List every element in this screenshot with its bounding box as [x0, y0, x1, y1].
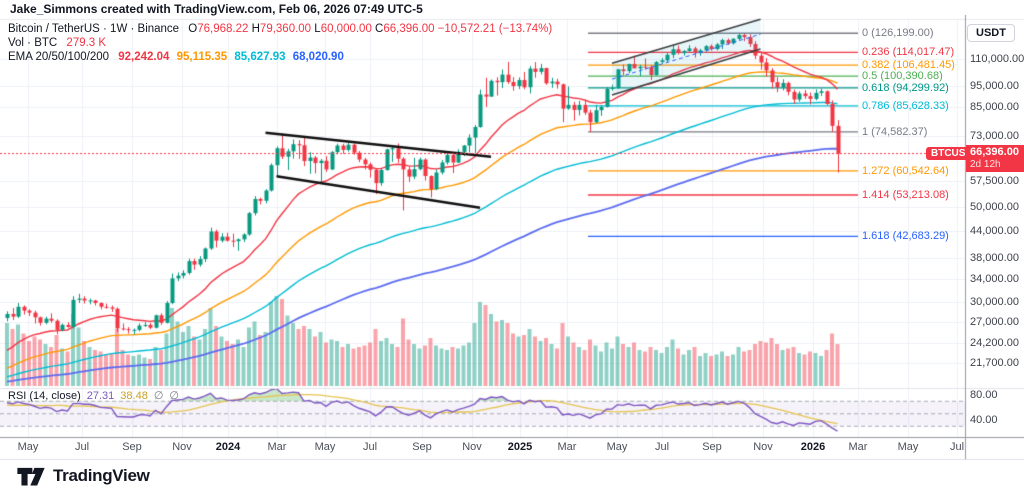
- fib-level-label: 0.5 (100,390.68): [862, 70, 943, 83]
- rsi-empty-slot: ∅: [153, 390, 164, 402]
- time-tick-label: May: [897, 441, 919, 453]
- price-tick-label: 57,500.00: [970, 174, 1019, 187]
- ohlc-key: H: [251, 23, 260, 35]
- time-tick-label: Mar: [267, 441, 287, 453]
- attribution-note: Jake_Simmons created with TradingView.co…: [10, 2, 423, 16]
- time-tick-label: 2025: [507, 441, 533, 453]
- ohlc-value: 66,396.00: [383, 23, 438, 35]
- fib-level-label: 0.786 (85,628.33): [862, 99, 949, 112]
- price-tick-label: 27,000.00: [970, 316, 1019, 329]
- time-tick-label: 2026: [800, 441, 826, 453]
- time-tick-label: May: [314, 441, 336, 453]
- time-tick-label: Jul: [362, 441, 378, 453]
- tradingview-logo-text: TradingView: [53, 466, 150, 485]
- time-tick-label: Nov: [172, 441, 192, 453]
- price-tick-label: 44,000.00: [970, 224, 1019, 237]
- rsi-tick-label: 80.00: [970, 389, 998, 401]
- rsi-tick-label: 40.00: [970, 414, 998, 426]
- fib-level-label: 0 (126,199.00): [862, 27, 934, 40]
- ema-legend-row[interactable]: EMA 20/50/100/200 92,242.04 95,115.35 85…: [8, 51, 552, 64]
- fib-level-label: 0.382 (106,481.45): [862, 59, 955, 72]
- rsi-empty-slot: ∅: [169, 390, 179, 402]
- volume-legend-row[interactable]: Vol · BTC 279.3 K: [8, 37, 552, 50]
- rsi-value: 27.31: [86, 390, 115, 402]
- time-tick-label: Mar: [848, 441, 868, 453]
- chart-legend: Bitcoin / TetherUS · 1W · Binance O76,96…: [8, 23, 552, 65]
- time-tick-label: May: [17, 441, 39, 453]
- last-price-value: 66,396.00: [970, 146, 1019, 158]
- price-tick-label: 95,000.00: [970, 80, 1019, 93]
- fib-level-label: 0.618 (94,299.92): [862, 81, 949, 94]
- time-tick-label: Jul: [74, 441, 90, 453]
- time-tick-label: Jul: [654, 441, 670, 453]
- volume-label: Vol · BTC: [8, 37, 58, 49]
- time-tick-label: Sep: [702, 441, 722, 453]
- time-tick-label: Nov: [462, 441, 482, 453]
- ohlc-key: O: [188, 23, 198, 35]
- fib-level-label: 1.272 (60,542.64): [862, 164, 949, 177]
- price-tick-label: 85,000.00: [970, 101, 1019, 114]
- ema-label: EMA 20/50/100/200: [8, 51, 110, 63]
- time-tick-label: Sep: [412, 441, 432, 453]
- price-tick-label: 21,700.00: [970, 357, 1019, 370]
- time-tick-label: Nov: [753, 441, 773, 453]
- bar-countdown: 2d 12h: [970, 159, 1001, 170]
- ohlc-values: O76,968.22 H79,360.00 L60,000.00 C66,396…: [188, 23, 437, 35]
- price-chart-canvas[interactable]: [0, 15, 1024, 460]
- ohlc-value: 60,000.00: [320, 23, 376, 35]
- currency-usdt-chip[interactable]: USDT: [967, 24, 1015, 42]
- ohlc-value: 79,360.00: [259, 23, 315, 35]
- footer-bar: TradingView: [0, 460, 1024, 499]
- ema-values: 92,242.04 95,115.35 85,627.93 68,020.90: [118, 51, 348, 63]
- rsi-legend-row[interactable]: RSI (14, close) 27.31 38.48 ∅ ∅: [8, 389, 179, 402]
- price-tick-label: 30,000.00: [970, 296, 1019, 309]
- ema-value: 68,020.90: [292, 51, 344, 63]
- tradingview-logo-icon: [17, 467, 45, 486]
- price-tick-label: 38,000.00: [970, 252, 1019, 265]
- rsi-ma-value: 38.48: [120, 390, 148, 402]
- time-tick-label: Mar: [557, 441, 577, 453]
- ohlc-key: C: [375, 23, 384, 35]
- time-tick-label: Jul: [949, 441, 965, 453]
- price-tick-label: 24,200.00: [970, 336, 1019, 349]
- last-price-tag: 66,396.00 2d 12h: [966, 145, 1024, 172]
- price-tick-label: 73,000.00: [970, 129, 1019, 142]
- ema-value: 92,242.04: [118, 51, 173, 63]
- fib-level-label: 1.618 (42,683.29): [862, 230, 949, 243]
- time-tick-label: Sep: [122, 441, 142, 453]
- ohlc-value: 76,968.22: [197, 23, 252, 35]
- fib-level-label: 1.414 (53,213.08): [862, 189, 949, 201]
- time-tick-label: May: [606, 441, 628, 453]
- symbol-title: Bitcoin / TetherUS · 1W · Binance: [8, 23, 180, 35]
- rsi-label: RSI (14, close): [8, 390, 81, 402]
- price-tick-label: 50,000.00: [970, 200, 1019, 213]
- volume-value: 279.3 K: [66, 37, 107, 49]
- symbol-legend-row[interactable]: Bitcoin / TetherUS · 1W · Binance O76,96…: [8, 23, 552, 36]
- ema-value: 95,115.35: [176, 51, 231, 63]
- fib-level-label: 0.236 (114,017.47): [862, 46, 955, 59]
- price-tick-label: 110,000.00: [970, 53, 1024, 65]
- change-value: −10,572.21 (−13.74%): [437, 23, 553, 35]
- price-tick-label: 34,000.00: [970, 272, 1019, 285]
- tradingview-logo[interactable]: TradingView: [16, 465, 150, 487]
- fib-level-label: 1 (74,582.37): [862, 125, 928, 138]
- ema-value: 85,627.93: [234, 51, 289, 63]
- ohlc-key: L: [314, 23, 321, 35]
- time-tick-label: 2024: [215, 441, 241, 453]
